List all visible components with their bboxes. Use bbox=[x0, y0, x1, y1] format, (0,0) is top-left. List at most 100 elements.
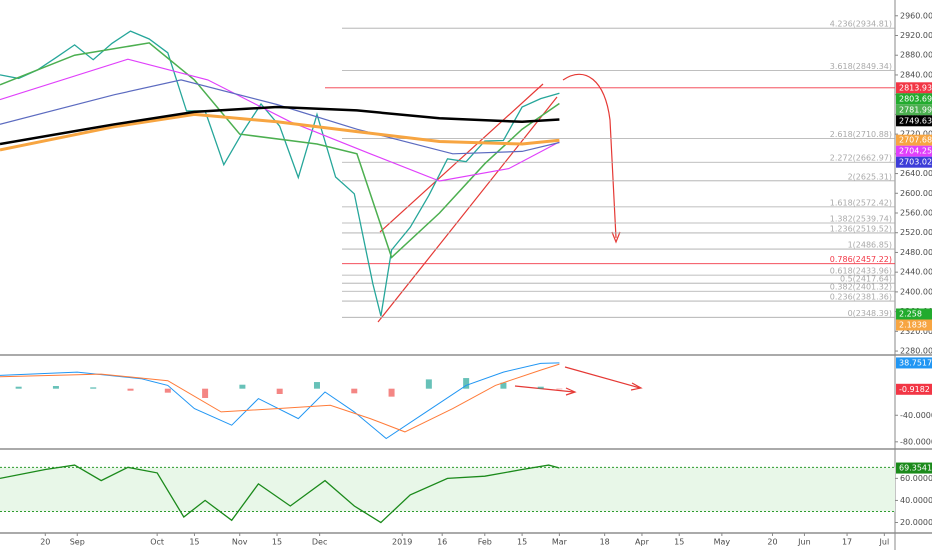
price-badge-label: 2803.69 bbox=[899, 94, 932, 103]
trend-line bbox=[379, 83, 544, 233]
fib-label: 0.786(2457.22) bbox=[830, 255, 892, 264]
price-badge-label: 69.3541 bbox=[899, 464, 932, 473]
price-badge-label: 2707.68 bbox=[899, 136, 932, 145]
histogram-bar bbox=[313, 382, 320, 389]
histogram-bar bbox=[202, 388, 209, 398]
fib-label: 4.236(2934.81) bbox=[830, 20, 892, 29]
y-tick-label: 2920.00 bbox=[900, 31, 932, 40]
price-badge bbox=[896, 115, 932, 127]
series-line bbox=[0, 42, 560, 259]
price-badge-label: 2781.99 bbox=[899, 105, 932, 114]
price-badge-label: 38.7517 bbox=[899, 358, 932, 367]
price-badge bbox=[896, 134, 932, 146]
y-tick-label: 2600.00 bbox=[900, 189, 932, 198]
x-tick-label: 16 bbox=[437, 538, 447, 547]
y-tick-label: 2880.00 bbox=[900, 51, 932, 60]
x-tick-label: 15 bbox=[272, 538, 282, 547]
x-tick-label: 18 bbox=[600, 538, 610, 547]
x-tick-label: Oct bbox=[150, 538, 164, 547]
x-tick-label: Jul bbox=[879, 538, 890, 547]
series-line bbox=[0, 58, 560, 182]
series-line bbox=[0, 464, 560, 524]
series-line bbox=[0, 79, 560, 155]
y-tick-label: 2720.00 bbox=[900, 130, 932, 139]
price-badge-label: 2.258 bbox=[899, 310, 922, 319]
y-tick-label: 2560.00 bbox=[900, 209, 932, 218]
arrow-head bbox=[611, 231, 621, 244]
fib-label: 0.236(2381.36) bbox=[830, 293, 892, 302]
histogram-bar bbox=[537, 386, 544, 389]
x-tick-label: Jun bbox=[797, 538, 811, 547]
x-tick-label: May bbox=[714, 538, 731, 547]
histogram-bar bbox=[556, 388, 563, 390]
y-tick-label: 60.0000 bbox=[900, 474, 932, 483]
fib-label: 1.618(2572.42) bbox=[830, 198, 892, 207]
x-tick-label: 20 bbox=[40, 538, 50, 547]
histogram-bar bbox=[90, 387, 97, 389]
histogram-bar bbox=[500, 382, 507, 389]
fib-label: 1.236(2519.52) bbox=[830, 224, 892, 233]
y-tick-label: -80.0000 bbox=[900, 437, 932, 446]
price-badge bbox=[896, 357, 932, 369]
y-tick-label: 2400.00 bbox=[900, 287, 932, 296]
price-badge-label: 2704.25 bbox=[899, 147, 932, 156]
x-tick-label: 15 bbox=[189, 538, 199, 547]
x-tick-label: Mar bbox=[552, 538, 568, 547]
arrow-head bbox=[565, 387, 577, 396]
x-tick-label: Feb bbox=[478, 538, 492, 547]
price-badge bbox=[896, 93, 932, 105]
series-line bbox=[0, 30, 560, 317]
histogram-bar bbox=[351, 388, 358, 394]
trend-line bbox=[377, 96, 558, 323]
price-badge-label: 2813.93 bbox=[899, 83, 932, 92]
series-line bbox=[0, 363, 560, 433]
histogram-bar bbox=[52, 386, 59, 389]
y-tick-label: 20.0000 bbox=[900, 518, 932, 527]
rsi-band bbox=[0, 467, 895, 512]
y-tick-label: 2640.00 bbox=[900, 169, 932, 178]
y-tick-label: -40.0000 bbox=[900, 411, 932, 420]
price-badge bbox=[896, 145, 932, 157]
arrow-head bbox=[630, 382, 643, 391]
fib-label: 3.618(2849.34) bbox=[830, 62, 892, 71]
histogram-bar bbox=[164, 388, 171, 393]
x-tick-label: 15 bbox=[517, 538, 527, 547]
price-badge-label: -0.9182 bbox=[899, 385, 930, 394]
fib-label: 0.382(2401.32) bbox=[830, 283, 892, 292]
x-tick-label: Sep bbox=[70, 538, 85, 547]
series-line bbox=[0, 362, 560, 440]
histogram-bar bbox=[425, 379, 432, 389]
x-tick-label: Apr bbox=[635, 538, 650, 547]
drawings bbox=[377, 73, 643, 396]
price-badge bbox=[896, 82, 932, 94]
fib-label: 0(2348.39) bbox=[848, 309, 892, 318]
x-tick-label: Dec bbox=[312, 538, 327, 547]
price-badge-label: 2.1838 bbox=[899, 321, 927, 330]
histogram-bar bbox=[276, 388, 283, 394]
forecast-arrow bbox=[562, 73, 617, 239]
y-tick-label: 2440.00 bbox=[900, 268, 932, 277]
x-tick-label: 15 bbox=[674, 538, 684, 547]
fib-label: 0.618(2433.96) bbox=[830, 267, 892, 276]
fib-label: 2.272(2662.97) bbox=[830, 154, 892, 163]
y-tick-label: 2280.00 bbox=[900, 347, 932, 356]
price-badge bbox=[896, 308, 932, 320]
y-tick-label: 2320.00 bbox=[900, 327, 932, 336]
fib-label: 2.618(2710.88) bbox=[830, 130, 892, 139]
y-tick-label: 2960.00 bbox=[900, 11, 932, 20]
macd-arrow bbox=[564, 366, 641, 389]
fib-label: 1.382(2539.74) bbox=[830, 214, 892, 223]
x-tick-label: 17 bbox=[842, 538, 852, 547]
price-badge bbox=[896, 319, 932, 331]
price-badge bbox=[896, 104, 932, 116]
histogram-bar bbox=[15, 386, 22, 389]
series-line bbox=[0, 112, 560, 152]
price-badge-label: 2749.63 bbox=[899, 116, 932, 125]
price-badge bbox=[896, 462, 932, 474]
macd-arrow bbox=[514, 385, 575, 393]
histogram-bar bbox=[463, 378, 470, 389]
series-line bbox=[0, 105, 560, 146]
fib-label: 2(2625.31) bbox=[848, 172, 892, 181]
price-badge bbox=[896, 383, 932, 395]
